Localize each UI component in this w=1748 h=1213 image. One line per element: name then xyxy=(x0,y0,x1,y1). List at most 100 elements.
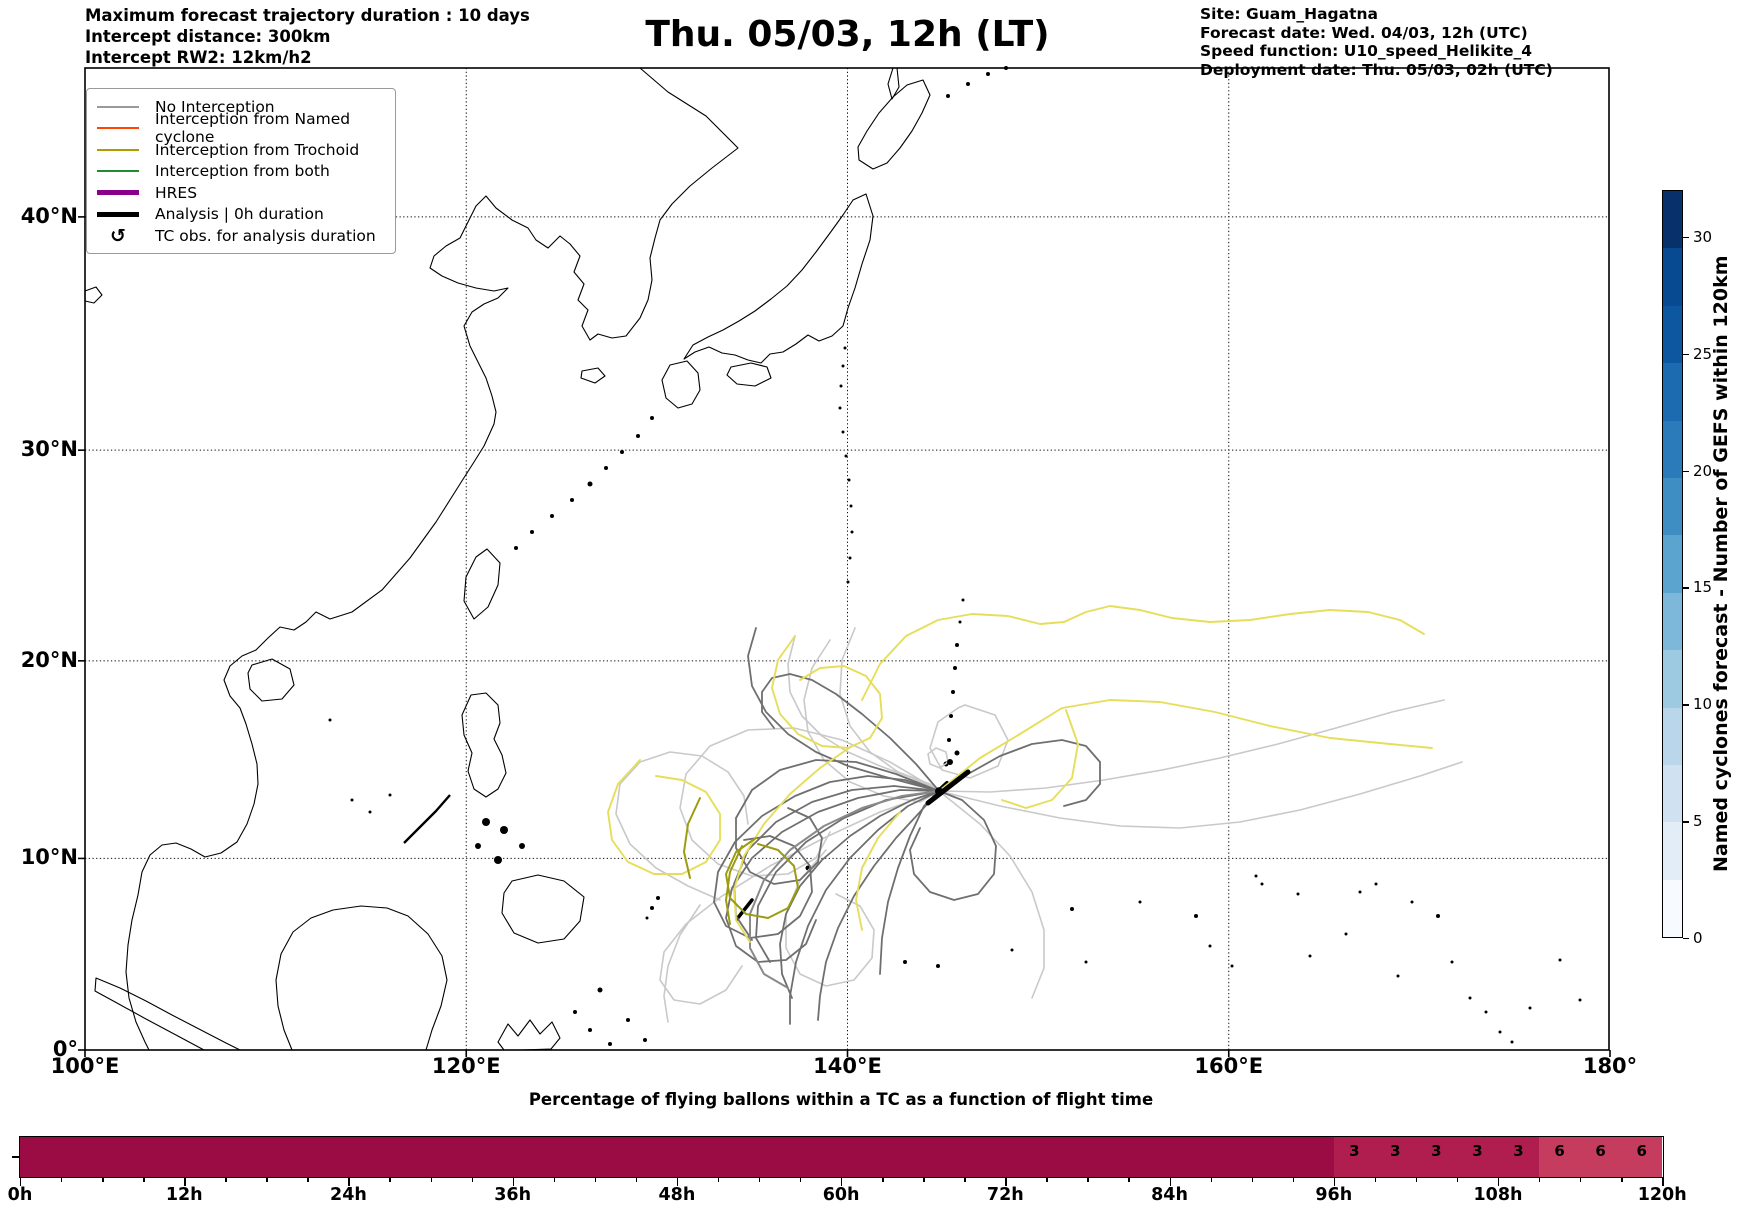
forecast-date: Forecast date: Wed. 04/03, 12h (UTC) xyxy=(1200,23,1528,42)
balloon-trajectory xyxy=(938,699,1445,793)
island-dot xyxy=(500,826,508,834)
speed-function: Speed function: U10_speed_Helikite_4 xyxy=(1200,42,1533,60)
param-intercept-distance: Intercept distance: 300km xyxy=(85,27,331,46)
legend-item-label: Interception from both xyxy=(155,162,330,181)
tc-percentage-value: 6 xyxy=(1554,1142,1565,1160)
island-dot xyxy=(656,896,660,900)
balloon-trajectory xyxy=(713,775,940,939)
time-axis-major-tick xyxy=(841,1178,843,1186)
time-axis-tick-label: 108h xyxy=(1473,1185,1523,1205)
lat-tick-label: 40°N xyxy=(20,203,78,228)
colorbar-segments xyxy=(1663,191,1682,938)
colorbar-tick-mark xyxy=(1683,821,1689,823)
legend-line-swatch xyxy=(97,211,139,217)
island-dot xyxy=(1296,892,1300,896)
coast-sulawesi xyxy=(497,1019,561,1051)
island-dot xyxy=(626,1018,630,1022)
island-dot xyxy=(1468,996,1472,1000)
island-dot xyxy=(961,598,965,602)
island-dot xyxy=(1374,882,1378,886)
island-dot xyxy=(475,843,481,849)
time-axis-minor-tick xyxy=(717,1178,720,1182)
tc-percentage-value: 3 xyxy=(1349,1142,1360,1160)
legend-row: Interception from Trochoid xyxy=(87,139,395,161)
colorbar-segment xyxy=(1663,305,1682,364)
balloon-trajectory xyxy=(879,790,940,975)
legend-line-swatch xyxy=(97,127,139,130)
tc-percentage-bar-segment xyxy=(20,1137,1334,1177)
time-axis-minor-tick xyxy=(1251,1178,1254,1182)
island-dot xyxy=(1230,964,1234,968)
colorbar-tick-mark xyxy=(1683,938,1689,940)
island-dot xyxy=(841,430,845,434)
page-title: Thu. 05/03, 12h (LT) xyxy=(645,14,1050,55)
legend-line-sample xyxy=(97,190,139,196)
tc-percentage-bar-segment xyxy=(1333,1137,1540,1177)
coast-sakhalin xyxy=(887,67,900,100)
island-dot xyxy=(1254,874,1258,878)
island-dot xyxy=(570,498,574,502)
island-dot xyxy=(844,454,848,458)
time-axis-tick-label: 84h xyxy=(1151,1185,1188,1205)
time-axis-minor-tick xyxy=(635,1178,638,1182)
balloon-trajectory xyxy=(938,739,1101,807)
time-axis-minor-tick xyxy=(964,1178,966,1182)
analysis-0h-segment xyxy=(925,769,971,806)
island-dot xyxy=(643,1038,647,1042)
cyclone-icon: ↺ xyxy=(97,226,139,245)
time-axis-minor-tick xyxy=(1292,1178,1295,1182)
island-dot xyxy=(1528,1006,1532,1010)
colorbar-tick-label: 30 xyxy=(1693,227,1713,246)
map-gridlines xyxy=(85,68,1609,1051)
legend-line-sample xyxy=(97,127,139,130)
time-axis-tick-label: 120h xyxy=(1637,1185,1687,1205)
colorbar-segment xyxy=(1663,707,1682,765)
time-axis-tick-label: 24h xyxy=(330,1185,367,1205)
balloon-trajectory xyxy=(659,790,940,1005)
deployment-date: Deployment date: Thu. 05/03, 02h (UTC) xyxy=(1200,60,1553,79)
balloon-trajectory xyxy=(749,790,940,989)
time-axis-minor-tick xyxy=(1456,1178,1459,1182)
island-dot xyxy=(650,416,654,420)
island-dot xyxy=(519,843,525,849)
island-dot xyxy=(839,384,843,388)
time-axis-major-tick xyxy=(1169,1178,1171,1186)
coast-jeju xyxy=(580,367,606,384)
time-axis-minor-tick xyxy=(430,1178,432,1182)
island-dot xyxy=(604,466,608,470)
small-islands xyxy=(328,66,1582,1046)
site-info: Site: Guam_Hagatna Forecast date: Wed. 0… xyxy=(1200,5,1553,79)
colorbar-segment xyxy=(1663,420,1682,478)
time-axis-minor-tick xyxy=(61,1178,63,1182)
colorbar-tick-label: 5 xyxy=(1693,812,1703,831)
time-axis-major-tick xyxy=(184,1178,186,1186)
island-dot xyxy=(608,1042,612,1046)
island-dot xyxy=(846,580,850,584)
coast-borneo xyxy=(275,905,448,1051)
island-dot xyxy=(1498,1030,1502,1034)
colorbar-segment xyxy=(1663,363,1682,421)
param-intercept-rw2: Intercept RW2: 12km/h2 xyxy=(85,48,312,67)
legend-row: Interception from Named cyclone xyxy=(87,110,395,146)
time-axis-tick-label: 48h xyxy=(658,1185,696,1205)
legend-item-label: Analysis | 0h duration xyxy=(155,205,324,224)
island-dot xyxy=(645,916,649,920)
island-dot xyxy=(1084,960,1088,964)
legend-row: ↺ TC obs. for analysis duration xyxy=(87,225,395,247)
island-dot xyxy=(550,514,554,518)
colorbar-segment xyxy=(1663,650,1682,708)
island-dot xyxy=(636,434,640,438)
legend-row: Analysis | 0h duration xyxy=(87,204,395,226)
forecast-parameters: Maximum forecast trajectory duration : 1… xyxy=(85,5,530,68)
island-dot xyxy=(1194,914,1198,918)
balloon-trajectory xyxy=(787,635,940,792)
time-axis-tick-label: 12h xyxy=(165,1185,203,1205)
balloon-trajectory xyxy=(735,759,940,885)
coast-asia-mainland xyxy=(125,67,739,1051)
balloon-trajectory xyxy=(938,790,1045,999)
coast-taiwan xyxy=(463,548,501,620)
island-dot xyxy=(843,346,847,350)
lat-tick-label: 30°N xyxy=(20,437,78,462)
tc-percentage-value: 3 xyxy=(1513,1142,1524,1160)
island-dot xyxy=(986,72,990,76)
